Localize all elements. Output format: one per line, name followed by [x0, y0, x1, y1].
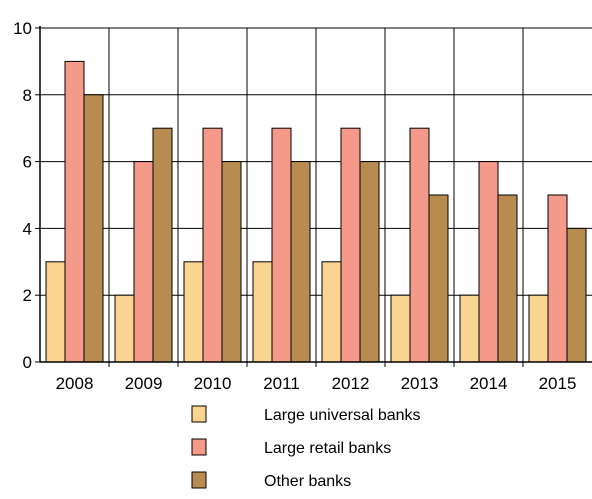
bar-other-banks-2013 [428, 194, 449, 363]
x-tick-label: 2013 [401, 374, 439, 393]
bar-other-banks-2015 [566, 227, 587, 363]
bars [45, 60, 587, 363]
legend-swatch [191, 405, 207, 423]
bar-other-banks-2014 [497, 194, 518, 363]
bar-large-retail-banks-2014 [478, 161, 499, 363]
x-tick-label: 2010 [194, 374, 232, 393]
legend: Large universal banks Large retail banks O… [191, 405, 421, 490]
legend-label: Other banks [264, 473, 351, 490]
bar-large-universal-banks-2013 [390, 294, 411, 363]
x-tick-label: 2014 [470, 374, 508, 393]
bar-large-universal-banks-2009 [114, 294, 135, 363]
bar-large-retail-banks-2012 [340, 127, 361, 363]
bar-large-retail-banks-2015 [547, 194, 568, 363]
bar-large-universal-banks-2014 [459, 294, 480, 363]
y-tick-label: 2 [23, 286, 32, 305]
y-tick-label: 10 [13, 19, 32, 38]
y-tick-label: 8 [23, 86, 32, 105]
legend-label: Large universal banks [264, 407, 421, 424]
bar-large-universal-banks-2011 [252, 261, 273, 363]
bar-other-banks-2010 [221, 161, 242, 363]
bar-other-banks-2009 [152, 127, 173, 363]
y-tick-label: 0 [23, 353, 32, 372]
axes [35, 26, 592, 367]
bar-large-universal-banks-2012 [321, 261, 342, 363]
bar-large-retail-banks-2011 [271, 127, 292, 363]
x-tick-label: 2011 [263, 374, 300, 393]
bar-large-retail-banks-2013 [409, 127, 430, 363]
bar-other-banks-2011 [290, 161, 311, 363]
bar-large-universal-banks-2010 [183, 261, 204, 363]
bar-large-universal-banks-2015 [528, 294, 549, 363]
y-tick-labels: 0 2 4 6 8 10 [13, 19, 32, 372]
x-tick-label: 2015 [539, 374, 577, 393]
gridlines [40, 27, 592, 362]
x-tick-label: 2008 [56, 374, 94, 393]
legend-label: Large retail banks [264, 440, 391, 457]
bar-other-banks-2008 [83, 94, 104, 363]
x-tick-label: 2012 [332, 374, 370, 393]
bar-large-universal-banks-2008 [45, 261, 66, 363]
bar-large-retail-banks-2010 [202, 127, 223, 363]
bar-large-retail-banks-2009 [133, 161, 154, 363]
legend-swatch [191, 438, 207, 456]
x-tick-labels: 2008 2009 2010 2011 2012 2013 2014 2015 [56, 374, 577, 393]
bar-other-banks-2012 [359, 161, 380, 363]
legend-swatch [191, 471, 207, 489]
y-tick-label: 6 [23, 153, 32, 172]
y-tick-label: 4 [23, 219, 32, 238]
x-tick-label: 2009 [125, 374, 163, 393]
bar-large-retail-banks-2008 [64, 60, 85, 363]
